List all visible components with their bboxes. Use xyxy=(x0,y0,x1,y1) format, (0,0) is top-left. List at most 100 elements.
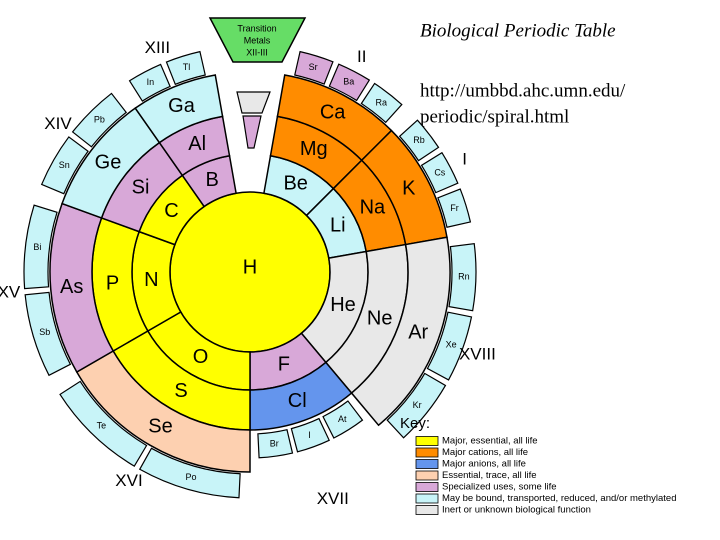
tab-symbol: Pb xyxy=(94,114,105,124)
transition-wedge: Transition Metals XII-III xyxy=(208,17,307,149)
group-numeral: XIV xyxy=(44,114,72,133)
tab-symbol: Rb xyxy=(413,135,425,145)
key-label: Major anions, all life xyxy=(442,459,526,470)
transition-label: XII-III xyxy=(246,47,268,57)
tab-cell xyxy=(448,243,477,312)
element-symbol: Li xyxy=(330,215,346,237)
key-title: Key: xyxy=(400,415,430,432)
url-line: http://umbbd.ahc.umn.edu/ xyxy=(420,80,626,101)
tab-cell xyxy=(294,50,334,85)
element-symbol: Be xyxy=(283,172,307,194)
tab-symbol: Bi xyxy=(33,242,41,252)
tab-cell xyxy=(59,380,148,467)
tab-symbol: Fr xyxy=(450,203,459,213)
tab-cell xyxy=(360,82,403,124)
tab-symbol: Br xyxy=(270,439,279,449)
tab-cell xyxy=(23,204,58,290)
tab-symbol: I xyxy=(308,430,311,440)
tab-symbol: Sb xyxy=(39,327,50,337)
tab-symbol: Sr xyxy=(309,62,318,72)
tab-symbol: Cs xyxy=(434,168,445,178)
tab-symbol: Sn xyxy=(59,160,70,170)
tab-cell xyxy=(437,188,472,228)
group-numeral: XIII xyxy=(145,38,171,57)
tab-cell xyxy=(426,311,473,381)
tab-symbol: Te xyxy=(97,420,107,430)
element-symbol: Ca xyxy=(320,102,346,124)
tab-symbol: In xyxy=(147,77,155,87)
tab-cell xyxy=(398,119,440,162)
tab-cell xyxy=(128,63,171,102)
key-label: Inert or unknown biological function xyxy=(442,505,591,516)
group-numeral: I xyxy=(462,150,467,169)
tab-symbol: Po xyxy=(186,472,197,482)
tab-cell xyxy=(71,92,128,148)
tab-cell xyxy=(322,400,364,439)
tab-cell xyxy=(328,63,371,102)
transition-band xyxy=(242,115,262,149)
tab-symbol: Kr xyxy=(413,400,422,410)
tab-symbol: Xe xyxy=(446,340,457,350)
element-symbol: C xyxy=(164,200,178,222)
element-symbol: H xyxy=(243,256,257,278)
tab-symbol: Ba xyxy=(343,77,354,87)
element-symbol: F xyxy=(278,353,290,375)
key-swatch xyxy=(415,436,439,446)
element-symbol: Na xyxy=(360,197,386,219)
transition-label: Transition xyxy=(237,23,276,33)
tab-cell xyxy=(165,50,206,86)
group-numeral: XVIII xyxy=(459,344,496,363)
element-symbol: Mg xyxy=(300,138,328,160)
key-label: Essential, trace, all life xyxy=(442,470,537,481)
element-symbol: Ne xyxy=(367,307,393,329)
key-swatch xyxy=(415,493,439,504)
element-symbol: Ge xyxy=(95,151,122,173)
element-symbol: S xyxy=(174,380,187,402)
key-label: Specialized uses, some life xyxy=(442,482,557,493)
element-symbol: Al xyxy=(188,133,206,155)
tab-cell xyxy=(24,291,72,377)
element-cell xyxy=(134,74,224,144)
element-symbol: As xyxy=(60,276,83,298)
group-numeral: XVII xyxy=(317,489,349,508)
element-symbol: Ga xyxy=(168,95,196,117)
tab-cell xyxy=(290,417,330,453)
key-label: May be bound, transported, reduced, and/… xyxy=(442,493,676,504)
element-symbol: Cl xyxy=(288,390,307,412)
group-numeral: II xyxy=(357,47,366,66)
element-symbol: P xyxy=(106,272,119,294)
element-symbol: He xyxy=(330,294,356,316)
tab-symbol: Rn xyxy=(458,271,470,281)
tab-symbol: At xyxy=(338,414,347,424)
element-symbol: O xyxy=(193,346,209,368)
title: Biological Periodic Table xyxy=(420,20,616,41)
element-cell xyxy=(350,236,451,427)
element-symbol: N xyxy=(144,269,158,291)
tab-symbol: Ra xyxy=(376,97,388,107)
element-symbol: B xyxy=(205,169,218,191)
tab-cell xyxy=(40,136,89,195)
tab-cell xyxy=(257,428,294,459)
key-swatch xyxy=(415,447,439,458)
key-label: Major cations, all life xyxy=(442,447,528,458)
transition-band xyxy=(236,91,271,114)
tab-symbol: Tl xyxy=(183,62,191,72)
tab-cell xyxy=(386,372,447,439)
element-symbol: Se xyxy=(148,415,172,437)
key-label: Major, essential, all life xyxy=(442,436,538,447)
tab-cell xyxy=(420,151,459,194)
key-swatch xyxy=(415,505,439,515)
tab-cell xyxy=(138,447,241,499)
url-line: periodic/spiral.html xyxy=(420,106,569,127)
transition-label: Metals xyxy=(244,35,271,45)
element-symbol: Ar xyxy=(408,322,428,344)
element-symbol: Si xyxy=(132,176,150,198)
key-swatch xyxy=(415,459,439,469)
key-swatch xyxy=(415,482,439,492)
key-swatch xyxy=(415,470,439,481)
group-numeral: XV xyxy=(0,283,21,302)
group-numeral: XVI xyxy=(115,471,142,490)
transition-box xyxy=(208,17,307,63)
element-symbol: K xyxy=(402,178,416,200)
